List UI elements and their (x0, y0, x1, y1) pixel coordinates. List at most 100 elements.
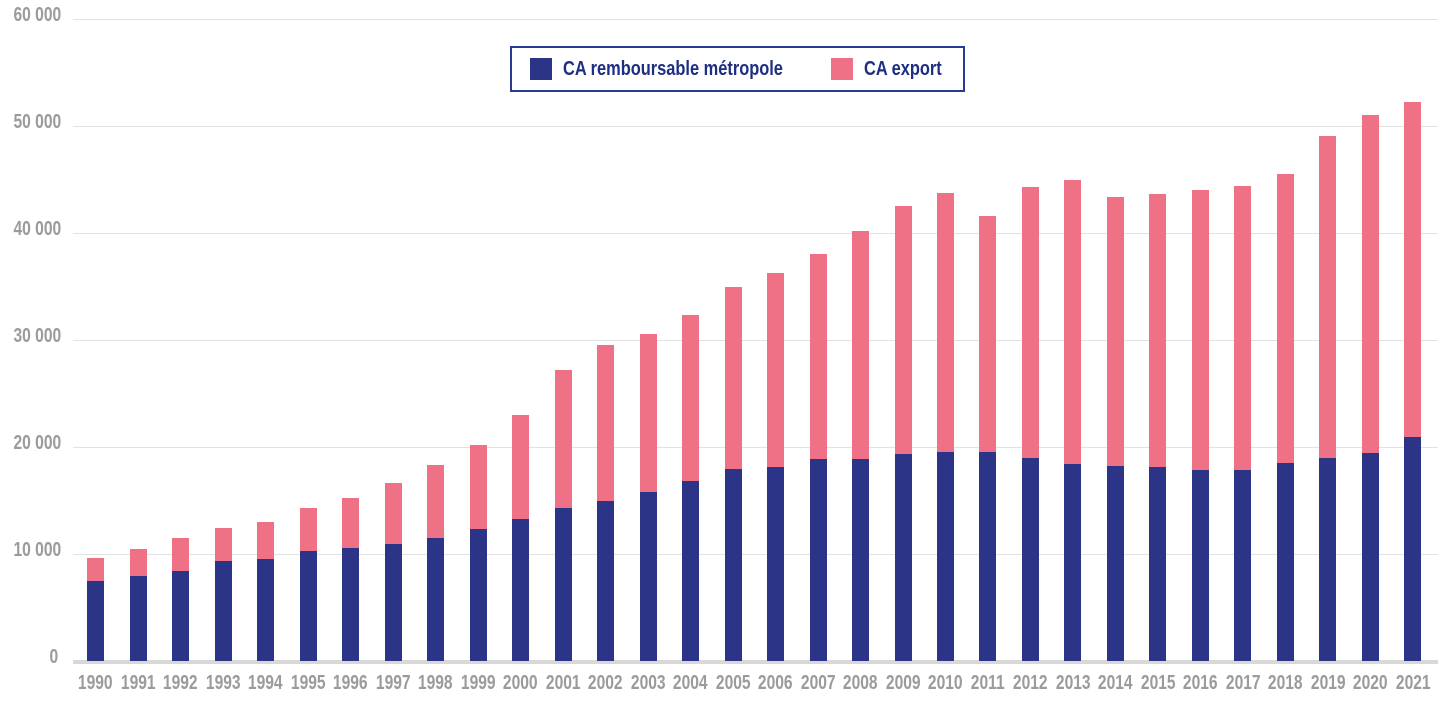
x-tick-label-2001: 2001 (545, 672, 581, 694)
bar-segment-export-2020[interactable] (1361, 114, 1379, 454)
bar-segment-export-2007[interactable] (809, 254, 827, 459)
bar-segment-metropole-1997[interactable] (384, 544, 402, 661)
bar-segment-export-1992[interactable] (172, 537, 190, 572)
y-tick-label: 10 000 (13, 538, 62, 561)
x-tick-label-1993: 1993 (205, 672, 241, 694)
y-tick-label: 60 000 (13, 3, 62, 26)
bar-segment-export-1993[interactable] (214, 528, 232, 562)
bar-segment-export-2013[interactable] (1064, 180, 1082, 464)
bar-segment-metropole-2007[interactable] (809, 458, 827, 661)
bar-segment-metropole-2011[interactable] (979, 452, 997, 661)
gridline (73, 339, 1438, 341)
bar-segment-export-1990[interactable] (87, 558, 105, 581)
x-tick-label-2004: 2004 (673, 672, 708, 694)
bar-segment-export-2004[interactable] (682, 315, 700, 482)
bar-segment-export-2000[interactable] (512, 414, 530, 519)
x-tick-label-1995: 1995 (290, 672, 326, 694)
x-tick-label-1991: 1991 (120, 672, 156, 694)
legend-label: CA remboursable métropole (563, 57, 783, 80)
bar-segment-metropole-1993[interactable] (214, 561, 232, 661)
bar-segment-metropole-2018[interactable] (1276, 462, 1294, 661)
bar-segment-metropole-2013[interactable] (1064, 463, 1082, 661)
bar-segment-export-2012[interactable] (1021, 186, 1039, 458)
legend-item-metropole[interactable]: CA remboursable métropole (530, 58, 831, 81)
bar-segment-metropole-2015[interactable] (1149, 467, 1167, 661)
x-tick-label-1994: 1994 (248, 672, 284, 694)
x-tick-label-1992: 1992 (163, 672, 199, 694)
bar-segment-metropole-1999[interactable] (469, 529, 487, 661)
bar-segment-export-2005[interactable] (724, 287, 742, 470)
bar-segment-metropole-2016[interactable] (1191, 470, 1209, 661)
bar-segment-export-1998[interactable] (427, 465, 445, 538)
x-tick-label-1998: 1998 (418, 672, 453, 694)
bar-segment-export-1999[interactable] (469, 444, 487, 530)
x-tick-label-2007: 2007 (800, 672, 836, 694)
bar-segment-export-2011[interactable] (979, 215, 997, 453)
x-tick-label-2003: 2003 (630, 672, 666, 694)
bar-segment-metropole-1996[interactable] (342, 547, 360, 661)
y-tick-label: 40 000 (13, 217, 62, 240)
bar-segment-export-2014[interactable] (1106, 197, 1124, 467)
bar-segment-export-2008[interactable] (852, 230, 870, 459)
bar-segment-export-2006[interactable] (767, 273, 785, 468)
bar-segment-export-2003[interactable] (639, 334, 657, 492)
bar-segment-metropole-1992[interactable] (172, 571, 190, 661)
bar-segment-export-2018[interactable] (1276, 173, 1294, 463)
bar-segment-export-2002[interactable] (597, 345, 615, 502)
bar-segment-metropole-2010[interactable] (937, 452, 954, 661)
bar-segment-export-1994[interactable] (257, 521, 275, 560)
bar-segment-metropole-2003[interactable] (639, 491, 657, 661)
bar-segment-metropole-2020[interactable] (1361, 453, 1379, 661)
x-tick-label-1999: 1999 (460, 672, 496, 694)
legend: CA remboursable métropole CA export (510, 46, 965, 92)
bar-segment-metropole-1991[interactable] (129, 576, 147, 661)
bar-segment-metropole-2002[interactable] (597, 501, 615, 661)
x-tick-label-2000: 2000 (503, 672, 538, 694)
bar-segment-export-1991[interactable] (129, 548, 147, 577)
bar-segment-export-2016[interactable] (1191, 189, 1209, 471)
bar-segment-export-1995[interactable] (299, 507, 317, 551)
bar-segment-export-2010[interactable] (937, 193, 954, 453)
legend-label: CA export (864, 57, 942, 80)
bar-segment-metropole-1990[interactable] (87, 580, 105, 661)
bar-segment-metropole-2006[interactable] (767, 467, 785, 661)
gridline (73, 553, 1438, 555)
bar-segment-metropole-2014[interactable] (1106, 466, 1124, 661)
x-tick-label-2019: 2019 (1310, 672, 1346, 694)
x-tick-label-2015: 2015 (1140, 672, 1176, 694)
bar-segment-metropole-2008[interactable] (852, 458, 870, 661)
bar-segment-metropole-2021[interactable] (1404, 437, 1422, 661)
x-tick-label-2013: 2013 (1055, 672, 1091, 694)
x-tick-label-2011: 2011 (971, 672, 1005, 694)
bar-segment-export-2009[interactable] (894, 205, 912, 455)
legend-swatch-icon (530, 58, 552, 80)
bar-segment-metropole-2004[interactable] (682, 481, 700, 661)
bar-segment-metropole-1994[interactable] (257, 559, 275, 661)
bar-segment-metropole-1998[interactable] (427, 537, 445, 661)
bar-segment-export-2015[interactable] (1149, 194, 1167, 468)
bar-segment-export-2001[interactable] (554, 369, 572, 508)
gridline (73, 446, 1438, 448)
bar-segment-metropole-2017[interactable] (1234, 470, 1252, 661)
bar-segment-metropole-2019[interactable] (1319, 457, 1337, 661)
bar-segment-export-2019[interactable] (1319, 136, 1337, 458)
x-tick-label-2017: 2017 (1225, 672, 1261, 694)
legend-item-export[interactable]: CA export (831, 58, 959, 81)
x-tick-label-2002: 2002 (588, 672, 623, 694)
bar-segment-export-1996[interactable] (342, 498, 360, 548)
x-tick-label-2018: 2018 (1268, 672, 1303, 694)
bar-segment-export-2017[interactable] (1234, 185, 1252, 471)
bar-segment-export-2021[interactable] (1404, 102, 1422, 438)
bar-segment-metropole-2000[interactable] (512, 518, 530, 661)
bar-segment-metropole-2005[interactable] (724, 469, 742, 661)
bar-segment-metropole-2009[interactable] (894, 454, 912, 661)
gridline (73, 232, 1438, 234)
x-tick-label-2005: 2005 (715, 672, 751, 694)
bar-segment-export-1997[interactable] (384, 483, 402, 545)
x-tick-label-2021: 2021 (1395, 672, 1431, 694)
bar-segment-metropole-2001[interactable] (554, 507, 572, 661)
bar-segment-metropole-1995[interactable] (299, 550, 317, 661)
x-tick-label-2009: 2009 (885, 672, 921, 694)
bar-segment-metropole-2012[interactable] (1021, 457, 1039, 661)
x-tick-label-2012: 2012 (1013, 672, 1048, 694)
